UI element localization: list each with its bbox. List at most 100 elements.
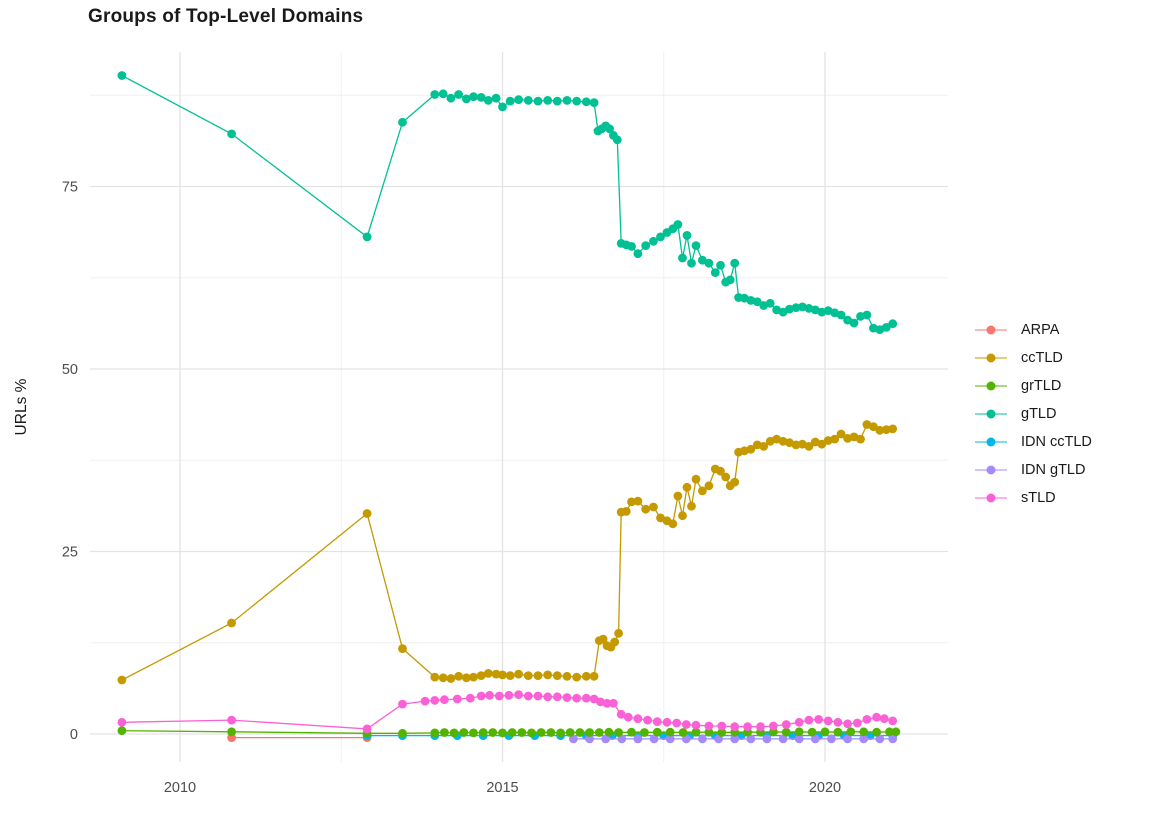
y-tick-label: 50	[62, 362, 78, 378]
data-point	[678, 511, 687, 521]
data-point	[430, 90, 440, 99]
data-point	[517, 728, 527, 737]
data-point	[227, 727, 237, 737]
data-point	[791, 303, 801, 313]
data-point	[810, 734, 820, 744]
data-point	[543, 670, 553, 680]
data-point	[491, 669, 501, 679]
data-point	[673, 220, 683, 229]
data-point	[572, 672, 582, 682]
x-tick-label: 2015	[486, 780, 518, 796]
data-point	[807, 727, 817, 737]
data-point	[483, 669, 493, 678]
data-point	[649, 734, 659, 744]
data-point	[881, 323, 891, 332]
data-point	[523, 691, 533, 701]
data-point	[725, 275, 735, 285]
data-point	[533, 671, 543, 680]
data-point	[483, 96, 493, 105]
data-point	[546, 728, 556, 737]
y-tick-label: 75	[62, 180, 78, 196]
data-point	[691, 474, 701, 484]
data-point	[730, 734, 740, 744]
data-point	[556, 728, 565, 738]
y-tick-label: 0	[70, 727, 78, 743]
legend-item-idn-gtld: IDN gTLD	[975, 460, 1092, 479]
data-point	[804, 715, 814, 725]
data-point	[505, 96, 515, 106]
data-point	[543, 96, 553, 105]
data-point	[527, 728, 536, 738]
data-point	[682, 482, 692, 492]
legend-label: sTLD	[1021, 489, 1056, 506]
data-point	[420, 696, 430, 706]
legend-key-icon	[975, 377, 1007, 395]
data-point	[438, 89, 448, 99]
data-point	[623, 712, 633, 722]
data-point	[627, 497, 636, 507]
data-point	[656, 232, 665, 242]
data-point	[691, 727, 701, 737]
data-point	[362, 232, 372, 242]
data-point	[662, 717, 672, 727]
legend-key-icon	[975, 433, 1007, 451]
legend-label: IDN ccTLD	[1021, 433, 1092, 450]
data-point	[872, 712, 881, 722]
data-point	[862, 715, 872, 724]
data-point	[698, 734, 707, 744]
data-point	[759, 442, 769, 451]
legend-key-dot	[986, 409, 996, 418]
data-point	[756, 722, 765, 732]
data-point	[704, 727, 714, 737]
series-gtld	[117, 71, 898, 334]
legend-key-dot	[986, 353, 996, 362]
data-point	[488, 728, 498, 737]
data-point	[682, 231, 692, 240]
data-point	[575, 728, 585, 737]
legend-item-arpa: ARPA	[975, 320, 1092, 339]
data-point	[710, 268, 720, 277]
data-point	[743, 722, 752, 732]
data-point	[665, 734, 675, 744]
data-point	[227, 129, 237, 139]
data-point	[454, 90, 463, 99]
data-point	[875, 734, 885, 744]
data-point	[604, 727, 614, 737]
data-point	[494, 691, 504, 701]
data-point	[843, 719, 852, 729]
data-point	[814, 715, 823, 724]
data-point	[649, 236, 658, 246]
data-point	[498, 670, 507, 680]
data-point	[581, 693, 591, 703]
data-point	[514, 690, 523, 699]
data-point	[687, 501, 696, 511]
data-point	[691, 720, 701, 730]
data-point	[846, 727, 856, 737]
data-point	[543, 692, 553, 702]
legend-item-stld: sTLD	[975, 488, 1092, 507]
data-point	[398, 699, 407, 709]
legend-label: IDN gTLD	[1021, 461, 1086, 478]
data-point	[823, 716, 833, 726]
data-point	[454, 671, 463, 681]
data-point	[589, 98, 599, 107]
data-point	[459, 728, 469, 737]
data-point	[362, 509, 372, 518]
data-point	[716, 466, 725, 476]
data-point	[649, 502, 658, 512]
data-point	[565, 728, 575, 737]
data-point	[452, 694, 462, 704]
data-point	[687, 258, 696, 268]
data-point	[781, 720, 791, 729]
data-point	[476, 671, 486, 680]
data-point	[875, 425, 885, 435]
data-point	[523, 96, 533, 105]
data-point	[610, 637, 620, 647]
series-cctld	[117, 420, 898, 685]
data-point	[601, 734, 611, 744]
series-grtld	[117, 726, 901, 738]
data-point	[704, 258, 714, 268]
gridlines-minor	[90, 52, 948, 762]
data-point	[614, 628, 623, 638]
data-point	[609, 698, 618, 708]
